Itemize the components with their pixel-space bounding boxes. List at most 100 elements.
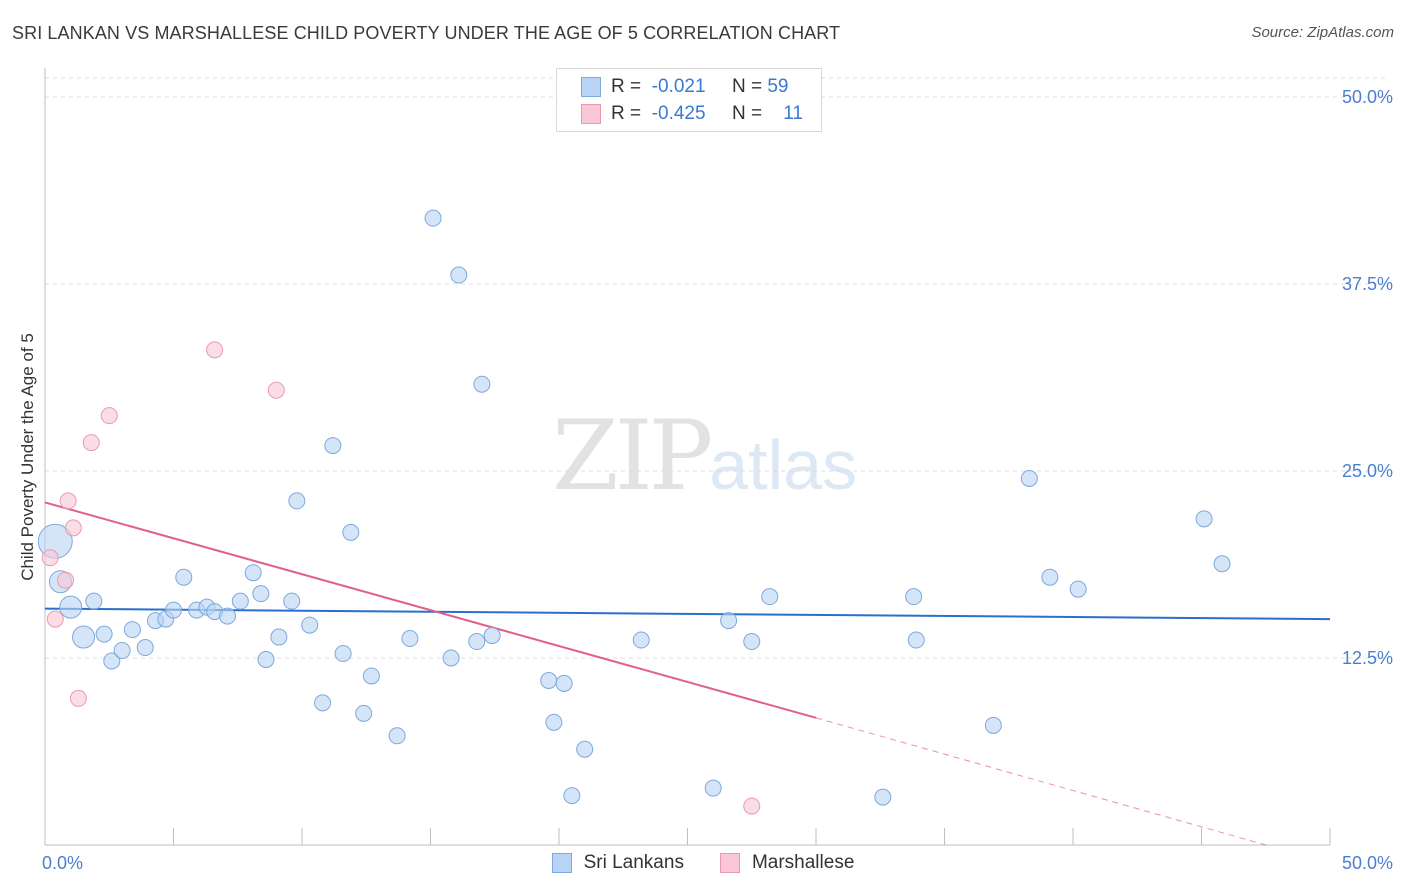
point-sri-lankans [388,727,406,745]
point-sri-lankans [720,612,738,630]
y-tick-label: 25.0% [1342,461,1393,481]
point-sri-lankans [576,740,594,758]
y-tick-label: 50.0% [1342,87,1393,107]
point-sri-lankans [288,492,306,510]
point-sri-lankans [324,437,342,455]
point-sri-lankans [907,631,925,649]
point-marshallese [82,434,100,452]
source-label: Source: ZipAtlas.com [1251,24,1394,41]
watermark-zip: ZIP [552,400,713,512]
point-sri-lankans [704,779,722,797]
legend-label-sri-lankans: Sri Lankans [583,852,684,873]
point-sri-lankans [1020,469,1038,487]
trend-line-marshallese [44,501,817,719]
legend-swatch-blue [551,853,572,873]
point-sri-lankans [301,616,319,634]
point-sri-lankans [257,650,275,668]
point-sri-lankans [1213,555,1231,573]
tick-labels: 12.5% 25.0% 37.5% 50.0% 0.0% 50.0% [42,87,1393,873]
point-sri-lankans [1195,510,1213,528]
legend-n-value: 11 [783,103,803,124]
legend-r-value: -0.425 [651,103,706,124]
point-sri-lankans [545,713,563,731]
point-sri-lankans [424,209,442,227]
y-tick-label: 37.5% [1342,274,1393,294]
point-sri-lankans [123,621,141,639]
legend-n-label: N = [731,103,763,124]
correlation-legend: R = -0.021 N = 59 R = -0.425 N = 11 [556,68,822,132]
legend-r-label: R = [611,76,642,97]
point-sri-lankans [218,607,236,625]
legend-swatch-blue [581,77,601,97]
point-marshallese [743,797,761,815]
point-sri-lankans [442,649,460,667]
legend-swatch-pink [581,104,601,124]
data-points[interactable] [37,209,1231,815]
chart-title: SRI LANKAN VS MARSHALLESE CHILD POVERTY … [12,23,841,43]
point-marshallese [64,519,82,537]
point-sri-lankans [743,633,761,651]
legend-n-value: 59 [767,76,789,97]
point-sri-lankans [136,639,154,657]
x-tick-label: 50.0% [1342,853,1393,873]
point-sri-lankans [563,787,581,805]
y-tick-label: 12.5% [1342,648,1393,668]
point-marshallese [57,571,75,589]
point-sri-lankans [113,642,131,660]
trend-line-sri-lankans [44,607,1331,621]
point-marshallese [59,492,77,510]
trend-line-marshallese-extension [815,717,1266,846]
x-tick-label: 0.0% [42,853,83,873]
legend-row-marshallese: R = -0.425 N = 11 [581,101,803,127]
point-sri-lankans [355,704,373,722]
legend-item-sri-lankans[interactable]: Sri Lankans [551,852,684,874]
point-sri-lankans [103,652,121,670]
point-sri-lankans [362,667,380,685]
point-sri-lankans [401,630,419,648]
point-sri-lankans [231,592,249,610]
point-sri-lankans [761,588,779,606]
legend-swatch-pink [719,853,740,873]
series-legend: Sri Lankans Marshallese [0,852,1406,874]
point-sri-lankans [95,625,113,643]
legend-item-marshallese[interactable]: Marshallese [719,852,855,874]
point-sri-lankans [244,564,262,582]
point-sri-lankans [984,716,1002,734]
legend-n-label: N = [731,76,763,97]
point-marshallese [206,341,224,359]
point-sri-lankans [270,628,288,646]
point-sri-lankans [72,625,96,649]
point-sri-lankans [632,631,650,649]
point-sri-lankans [342,523,360,541]
point-marshallese [46,610,64,628]
point-marshallese [41,549,59,567]
point-sri-lankans [1069,580,1087,598]
legend-row-sri-lankans: R = -0.021 N = 59 [581,74,788,100]
point-sri-lankans [1041,568,1059,586]
point-sri-lankans [175,568,193,586]
point-sri-lankans [450,266,468,284]
point-sri-lankans [334,645,352,663]
point-sri-lankans [483,627,501,645]
point-sri-lankans [165,601,182,619]
point-sri-lankans [314,694,332,712]
point-sri-lankans [555,674,573,692]
watermark-atlas: atlas [709,426,858,504]
point-sri-lankans [283,592,301,610]
point-sri-lankans [540,671,558,689]
point-sri-lankans [905,588,923,606]
point-sri-lankans [874,788,892,806]
legend-r-value: -0.021 [651,76,706,97]
legend-label-marshallese: Marshallese [751,852,855,873]
point-marshallese [267,381,285,399]
point-sri-lankans [252,585,270,603]
point-sri-lankans [85,592,103,610]
legend-r-label: R = [611,103,642,124]
trend-lines [44,501,1331,846]
point-marshallese [100,407,118,425]
point-sri-lankans [59,595,83,619]
axes [44,68,1331,846]
point-sri-lankans [473,375,491,393]
watermark: ZIPatlas [552,400,857,512]
